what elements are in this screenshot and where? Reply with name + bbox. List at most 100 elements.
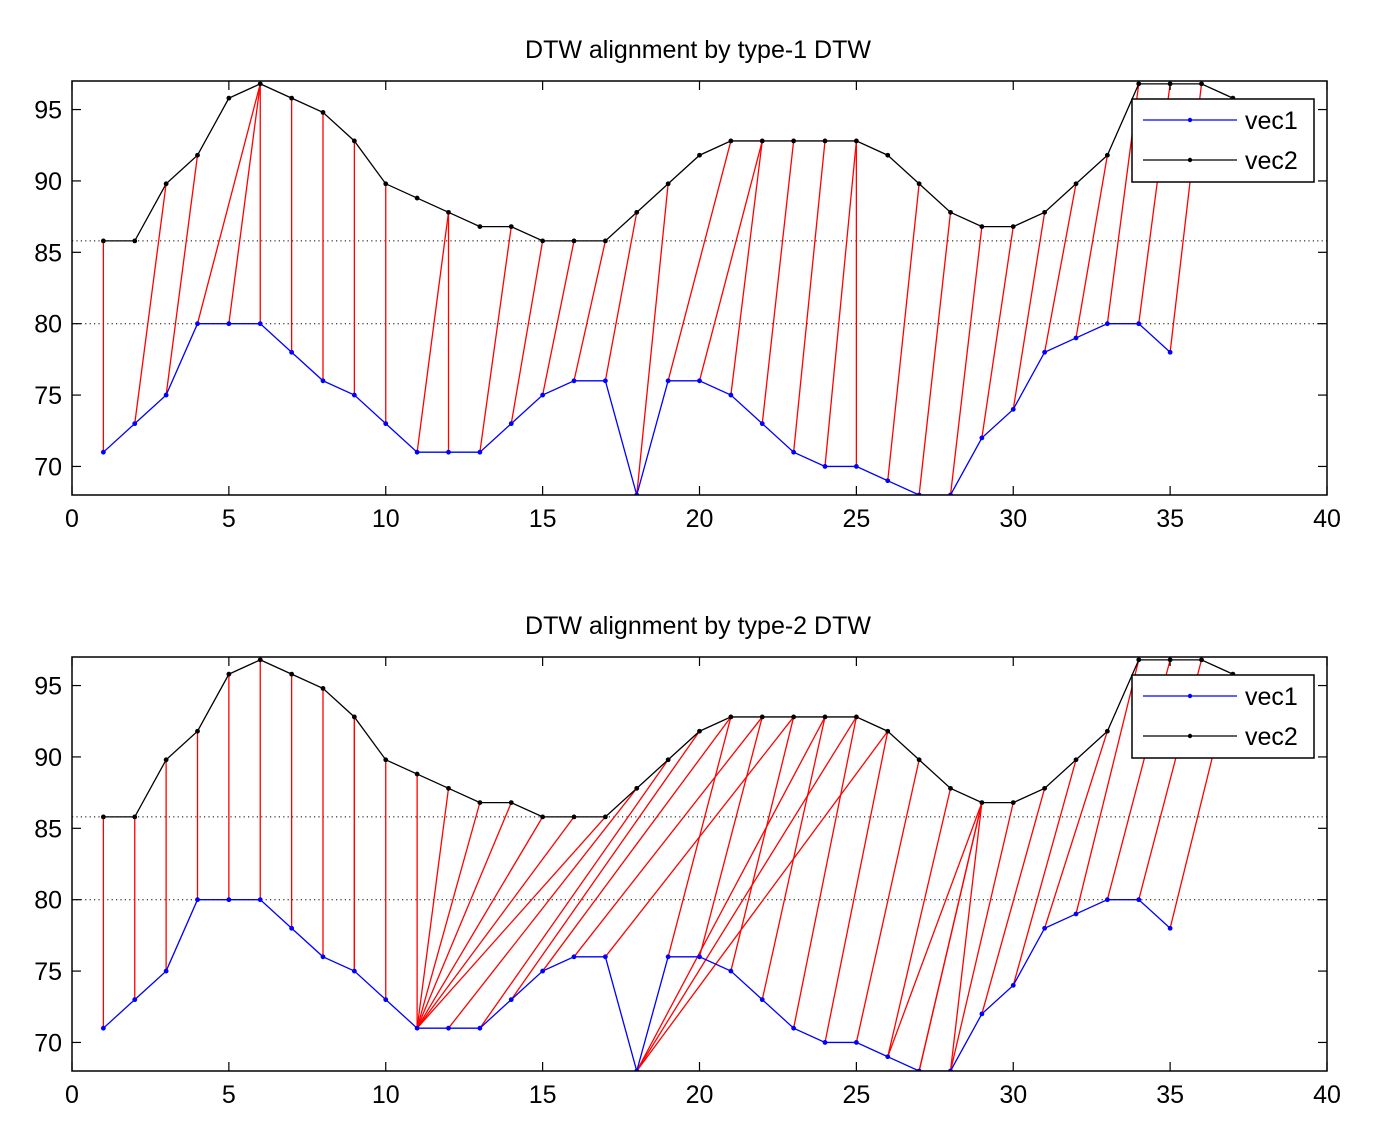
legend-box xyxy=(1131,98,1315,183)
point-vec2 xyxy=(1136,81,1142,87)
point-vec1 xyxy=(383,997,389,1003)
alignment-line xyxy=(667,140,732,381)
point-vec2 xyxy=(257,81,263,87)
point-vec1 xyxy=(1073,335,1079,341)
point-vec2 xyxy=(665,181,671,187)
point-vec1 xyxy=(320,378,326,384)
point-vec1 xyxy=(979,435,985,441)
point-vec1 xyxy=(759,997,765,1003)
point-vec1 xyxy=(1167,349,1173,355)
alignment-line xyxy=(1044,731,1108,929)
point-vec2 xyxy=(132,238,138,244)
point-vec2 xyxy=(414,771,420,777)
alignment-line xyxy=(824,731,889,1043)
point-vec2 xyxy=(822,138,828,144)
point-vec2 xyxy=(383,181,389,187)
point-vec2 xyxy=(289,671,295,677)
point-vec1 xyxy=(351,968,357,974)
alignment-line xyxy=(730,716,795,972)
point-vec2 xyxy=(540,238,546,244)
point-vec1 xyxy=(163,392,169,398)
series-line-vec1 xyxy=(102,899,1171,1071)
alignment-line xyxy=(416,802,512,1029)
point-vec2 xyxy=(634,209,640,215)
point-vec1 xyxy=(571,378,577,384)
alignment-line xyxy=(165,155,199,396)
point-vec2 xyxy=(1010,800,1016,806)
point-vec2 xyxy=(320,686,326,691)
point-vec1 xyxy=(759,421,765,427)
alignment-line xyxy=(636,716,826,1071)
point-vec2 xyxy=(979,800,985,806)
alignment-line xyxy=(981,788,1046,1015)
point-vec1 xyxy=(163,968,169,974)
chart-top: DTW alignment by type-1 DTW 0 5 10 15 20 25 30… xyxy=(34,36,1341,533)
alignment-line xyxy=(542,716,732,972)
point-vec2 xyxy=(571,238,577,244)
alignment-line xyxy=(949,802,1014,1071)
point-vec1 xyxy=(508,421,514,427)
alignment-line xyxy=(510,240,544,424)
point-vec1 xyxy=(195,897,200,903)
point-vec1 xyxy=(822,464,828,469)
alignment-line xyxy=(416,212,450,453)
point-vec2 xyxy=(602,238,608,244)
x-tick-label: 15 xyxy=(529,1081,557,1109)
alignment-line xyxy=(134,183,167,424)
alignment-line xyxy=(636,716,857,1071)
point-vec2 xyxy=(1042,785,1048,791)
point-vec1 xyxy=(289,349,295,355)
point-vec1 xyxy=(1042,349,1048,355)
point-vec2 xyxy=(257,657,263,663)
point-vec2 xyxy=(226,95,232,101)
point-vec2 xyxy=(916,181,922,187)
point-vec1 xyxy=(257,321,263,327)
alignment-line xyxy=(918,802,983,1071)
y-tick-label: 90 xyxy=(34,168,62,196)
point-vec1 xyxy=(226,321,232,327)
point-vec1 xyxy=(257,897,263,903)
point-vec2 xyxy=(289,95,295,101)
point-vec2 xyxy=(602,814,608,820)
point-vec2 xyxy=(916,757,922,763)
alignment-line xyxy=(1075,155,1109,339)
alignment-line xyxy=(1012,759,1077,986)
point-vec1 xyxy=(100,449,106,455)
y-tick-label: 95 xyxy=(34,673,62,701)
point-vec2 xyxy=(634,785,640,791)
alignment-line xyxy=(196,83,261,324)
x-tick-label: 25 xyxy=(842,505,870,533)
x-tick-label: 0 xyxy=(65,1081,79,1109)
point-vec1 xyxy=(320,954,326,960)
point-vec2 xyxy=(1042,209,1048,215)
y-tick-label: 95 xyxy=(34,97,62,125)
alignment-line xyxy=(981,226,1014,438)
point-vec2 xyxy=(759,714,765,720)
y-tick-label: 70 xyxy=(34,1029,62,1057)
chart-title: DTW alignment by type-2 DTW xyxy=(525,612,871,640)
point-vec1 xyxy=(414,449,420,455)
y-tick-label: 75 xyxy=(34,382,62,410)
point-vec1 xyxy=(540,968,546,974)
point-vec1 xyxy=(853,1040,859,1045)
point-vec2 xyxy=(791,714,797,720)
point-vec2 xyxy=(1136,657,1142,663)
point-vec1 xyxy=(383,421,389,427)
point-vec2 xyxy=(728,138,734,144)
point-vec2 xyxy=(822,714,828,720)
alignment-line xyxy=(761,140,795,424)
legend-marker-vec2 xyxy=(1187,733,1193,739)
point-vec1 xyxy=(1136,321,1142,327)
point-vec1 xyxy=(540,392,546,398)
alignment-line xyxy=(918,212,952,495)
point-vec1 xyxy=(665,954,671,960)
point-vec1 xyxy=(1042,925,1048,931)
point-vec2 xyxy=(1073,757,1079,763)
point-vec2 xyxy=(791,138,797,144)
point-vec2 xyxy=(477,800,483,806)
axes-background xyxy=(72,81,1327,495)
point-vec2 xyxy=(1073,181,1079,187)
point-vec1 xyxy=(1136,897,1142,903)
point-vec1 xyxy=(446,1025,451,1031)
point-vec2 xyxy=(853,138,859,144)
